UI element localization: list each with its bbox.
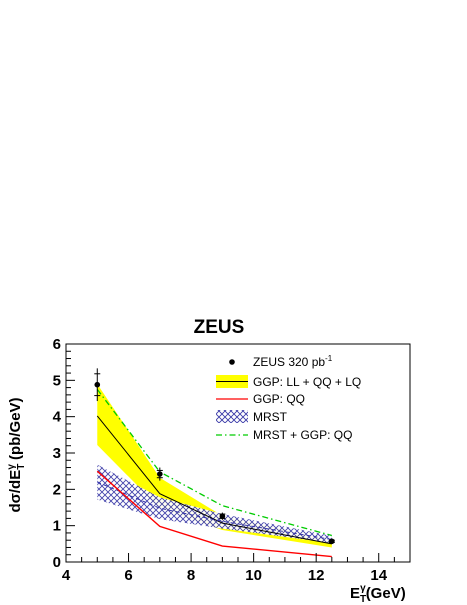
x-tick-label: 6: [124, 567, 132, 584]
data-point: [94, 381, 101, 388]
y-axis-label: dσ/dETγ (pb/GeV): [6, 397, 27, 512]
legend: ZEUS 320 pb-1 GGP: LL + QQ + LQ GGP: QQ …: [216, 354, 361, 442]
y-tick-label: 0: [53, 554, 61, 571]
legend-ggp-qq-label: GGP: QQ: [253, 392, 305, 406]
y-axis-label-sub: T: [16, 464, 27, 470]
y-tick-label: 4: [53, 409, 62, 426]
x-tick-label: 4: [62, 567, 71, 584]
y-tick-label: 5: [53, 372, 61, 389]
x-axis-label: ETγ(GeV): [350, 583, 406, 605]
bands: [97, 383, 332, 548]
y-tick-label: 6: [53, 336, 61, 353]
ggp-total-line: [96, 415, 332, 545]
x-axis-label-sup: γ: [360, 583, 366, 594]
x-tick-label: 12: [308, 567, 325, 584]
legend-entry-data: ZEUS 320 pb-1: [229, 354, 333, 369]
legend-ggp-total-label: GGP: LL + QQ + LQ: [253, 375, 361, 389]
x-tick-label: 8: [187, 567, 195, 584]
legend-entry-mrst: MRST: [216, 410, 288, 424]
y-tick-label: 1: [53, 518, 61, 535]
mrst-ggp-qq-line: [96, 389, 332, 537]
y-axis-label-sup: γ: [6, 464, 17, 470]
ggp-qq-line: [96, 470, 332, 558]
legend-entry-mrst-ggp-qq: MRST + GGP: QQ: [216, 428, 352, 442]
data-point: [157, 471, 163, 477]
y-tick-label: 3: [53, 445, 61, 462]
data-point: [329, 538, 335, 545]
x-axis-label-unit: (GeV): [366, 585, 406, 602]
x-axis-label-sub: T: [360, 594, 366, 605]
lines: [96, 389, 332, 558]
y-axis-label-unit: (pb/GeV): [7, 397, 24, 464]
legend-entry-ggp-total: GGP: LL + QQ + LQ: [216, 375, 361, 389]
x-tick-label: 14: [370, 567, 387, 584]
legend-data-marker: [229, 359, 235, 365]
data-point: [219, 513, 226, 520]
legend-data-label: ZEUS 320 pb-1: [253, 354, 333, 369]
legend-mrst-ggp-qq-label: MRST + GGP: QQ: [253, 428, 352, 442]
chart-title: ZEUS: [194, 317, 245, 338]
y-tick-label: 2: [53, 481, 61, 498]
legend-mrst-swatch: [216, 410, 248, 423]
x-tick-label: 10: [245, 567, 262, 584]
data-points: [94, 368, 335, 545]
x-axis-label-main: E: [350, 585, 360, 602]
legend-mrst-label: MRST: [253, 410, 288, 424]
mrst-line: [97, 481, 332, 540]
y-axis-label-main: dσ/dE: [7, 470, 24, 513]
legend-entry-ggp-qq: GGP: QQ: [216, 392, 305, 406]
